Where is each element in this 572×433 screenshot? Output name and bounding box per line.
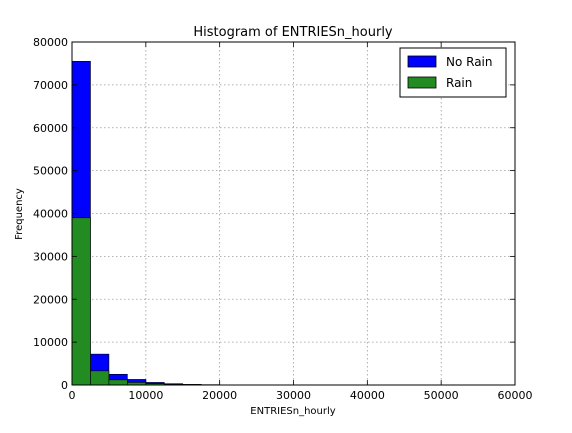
x-tick-label: 20000 [202,389,237,402]
y-tick-label: 30000 [33,250,68,263]
x-tick-label: 40000 [350,389,385,402]
chart-title: Histogram of ENTRIESn_hourly [193,25,393,40]
x-tick-label: 10000 [128,389,163,402]
y-tick-label: 20000 [33,293,68,306]
y-tick-label: 60000 [33,122,68,135]
x-tick-label: 50000 [424,389,459,402]
x-axis-label: ENTRIESn_hourly [250,406,335,417]
legend-swatch-no-rain [408,56,436,67]
legend: No Rain Rain [400,48,506,97]
legend-label-no-rain: No Rain [446,55,493,69]
x-tick-label: 0 [69,389,76,402]
legend-swatch-rain [408,77,436,88]
y-tick-label: 80000 [33,36,68,49]
y-tick-label: 50000 [33,165,68,178]
bar-rain [109,380,127,385]
legend-label-rain: Rain [446,76,472,90]
bar-rain [72,218,90,385]
y-tick-label: 40000 [33,208,68,221]
y-tick-label: 10000 [33,336,68,349]
bar-rain [90,371,108,385]
y-axis-label: Frequency [14,188,25,240]
y-tick-label: 0 [61,379,68,392]
y-tick-label: 70000 [33,79,68,92]
x-tick-label: 30000 [276,389,311,402]
x-tick-label: 60000 [498,389,533,402]
